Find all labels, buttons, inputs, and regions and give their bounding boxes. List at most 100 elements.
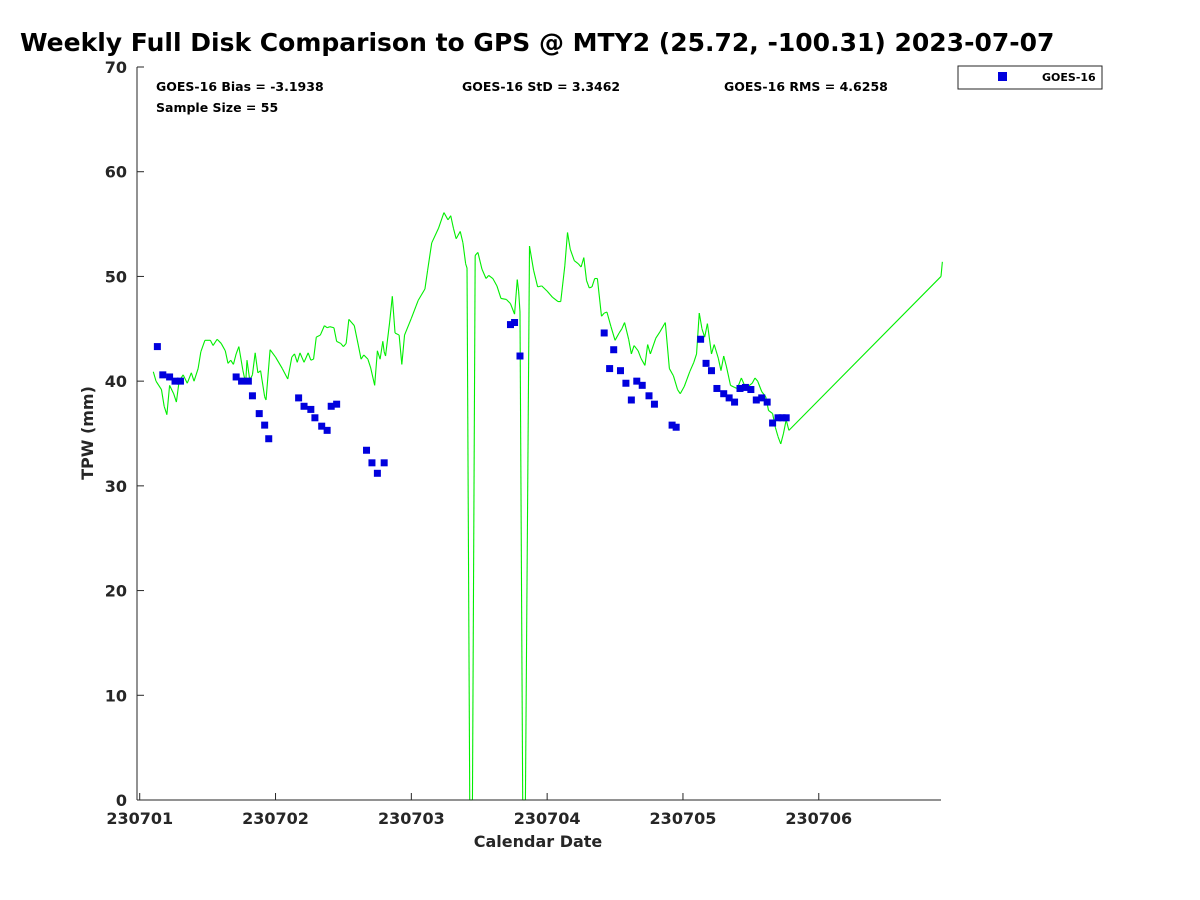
y-tick-label: 50 — [105, 267, 127, 286]
line-segment — [431, 228, 439, 244]
line-segment — [307, 352, 312, 361]
line-segment — [152, 371, 157, 382]
line-segment — [459, 231, 464, 244]
data-point — [622, 379, 630, 387]
line-segment — [384, 322, 391, 357]
line-segment — [404, 318, 412, 336]
data-point — [713, 384, 721, 392]
line-segment — [310, 358, 314, 361]
line-segment — [163, 406, 168, 415]
line-segment — [417, 288, 426, 301]
y-axis-ticks: 0 10 20 30 40 50 60 70 — [105, 58, 144, 810]
line-segment — [227, 359, 232, 364]
line-segment — [232, 353, 237, 365]
data-point — [323, 426, 331, 434]
line-segment — [329, 326, 335, 329]
line-segment — [155, 380, 162, 390]
x-tick-label: 230701 — [106, 809, 173, 828]
line-segment — [788, 276, 942, 431]
line-segment — [230, 359, 234, 365]
line-segment — [160, 389, 165, 407]
data-point — [300, 402, 308, 410]
data-point — [311, 414, 319, 422]
line-segment — [357, 345, 362, 360]
line-segment — [698, 312, 703, 329]
line-segment — [452, 228, 457, 239]
line-segment — [533, 270, 539, 288]
data-point — [307, 405, 315, 413]
data-point — [763, 398, 771, 406]
data-point — [731, 398, 739, 406]
data-point — [265, 435, 273, 443]
line-segment — [166, 385, 171, 415]
line-segment — [296, 352, 301, 363]
line-segment — [647, 344, 651, 355]
data-point — [758, 394, 766, 402]
line-segment — [624, 322, 630, 340]
data-point — [261, 421, 269, 429]
data-point — [171, 377, 179, 385]
data-point — [736, 384, 744, 392]
line-segment — [265, 349, 271, 401]
data-point — [232, 373, 240, 381]
data-point — [725, 394, 733, 402]
line-segment — [275, 356, 283, 369]
line-segment — [182, 374, 188, 384]
legend: GOES-16 — [957, 65, 1103, 90]
line-segment — [780, 433, 784, 445]
y-tick-label: 0 — [116, 791, 127, 810]
line-segment — [169, 385, 175, 394]
line-segment — [389, 296, 393, 323]
line-segment — [173, 393, 177, 403]
data-point — [506, 321, 514, 329]
line-segment — [348, 319, 355, 327]
line-segment — [391, 296, 396, 334]
line-segment — [462, 242, 467, 264]
data-point — [153, 343, 161, 351]
line-segment — [785, 419, 790, 431]
data-point — [747, 386, 755, 394]
data-point — [720, 390, 728, 398]
line-segment — [655, 331, 661, 339]
y-tick-label: 30 — [105, 477, 127, 496]
line-segment — [566, 232, 571, 250]
bias-stat: GOES-16 Bias = -3.1938 — [156, 79, 324, 94]
line-segment — [485, 275, 490, 279]
line-segment — [209, 340, 214, 346]
line-segment — [410, 300, 419, 319]
line-segment — [774, 427, 779, 437]
line-segment — [519, 312, 524, 801]
line-segment — [704, 323, 708, 338]
line-segment — [683, 371, 691, 387]
data-point — [650, 400, 658, 408]
data-point — [778, 414, 786, 422]
line-segment — [560, 265, 566, 302]
data-point — [600, 329, 608, 337]
y-tick-label: 40 — [105, 372, 127, 391]
line-segment — [701, 328, 706, 338]
line-segment — [488, 274, 494, 279]
line-segment — [649, 338, 657, 355]
line-segment — [751, 377, 756, 384]
line-segment — [481, 268, 487, 279]
line-segment — [569, 249, 575, 261]
line-segment — [427, 242, 433, 271]
goes-16-point-series — [153, 319, 790, 477]
data-point — [380, 459, 388, 467]
line-segment — [644, 344, 649, 366]
line-segment — [437, 212, 445, 229]
line-segment — [506, 299, 511, 305]
data-point — [159, 371, 167, 379]
line-segment — [500, 297, 507, 301]
data-point — [697, 335, 705, 343]
data-point — [373, 469, 381, 477]
line-segment — [677, 389, 681, 395]
line-segment — [401, 335, 406, 365]
data-point — [672, 423, 680, 431]
line-segment — [768, 410, 773, 415]
line-segment — [474, 251, 479, 256]
line-segment — [621, 322, 626, 330]
line-segment — [340, 343, 344, 347]
line-segment — [303, 352, 309, 363]
line-segment — [281, 368, 289, 380]
